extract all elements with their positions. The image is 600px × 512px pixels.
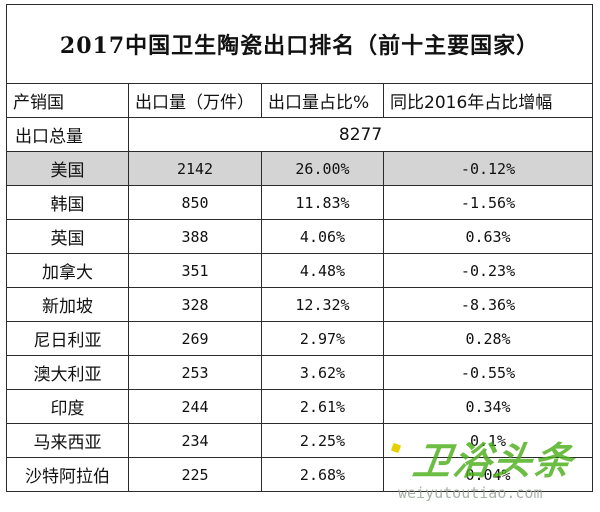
header-share: 出口量占比% <box>261 83 384 118</box>
header-change: 同比2016年占比增幅 <box>382 83 594 118</box>
cell-country: 加拿大 <box>6 253 129 288</box>
cell-change: 0.04% <box>382 457 594 492</box>
table-body: 2017中国卫生陶瓷出口排名（前十主要国家） 产销国 出口量（万件） 出口量占比… <box>5 4 594 492</box>
cell-change: -1.56% <box>382 185 594 220</box>
cell-volume: 2142 <box>128 151 262 186</box>
cell-volume: 253 <box>128 355 262 390</box>
table-row: 尼日利亚 269 2.97% 0.28% <box>6 321 594 356</box>
table-row: 印度 244 2.61% 0.34% <box>6 389 594 424</box>
header-row: 产销国 出口量（万件） 出口量占比% 同比2016年占比增幅 <box>6 83 594 118</box>
export-ranking-table: 2017中国卫生陶瓷出口排名（前十主要国家） 产销国 出口量（万件） 出口量占比… <box>5 4 594 492</box>
cell-share: 2.61% <box>261 389 384 424</box>
cell-change: -0.12% <box>382 151 594 186</box>
cell-country: 英国 <box>6 219 129 254</box>
cell-change: 0.28% <box>382 321 594 356</box>
cell-change: 0.1% <box>382 423 594 458</box>
cell-country: 美国 <box>6 151 129 186</box>
cell-share: 11.83% <box>261 185 384 220</box>
total-row: 出口总量 8277 <box>6 117 594 152</box>
cell-change: -0.23% <box>382 253 594 288</box>
title-row: 2017中国卫生陶瓷出口排名（前十主要国家） <box>5 4 594 84</box>
cell-volume: 850 <box>128 185 262 220</box>
cell-share: 2.97% <box>261 321 384 356</box>
cell-share: 26.00% <box>261 151 384 186</box>
cell-share: 2.25% <box>261 423 384 458</box>
cell-country: 印度 <box>6 389 129 424</box>
cell-share: 3.62% <box>261 355 384 390</box>
table-row: 马来西亚 234 2.25% 0.1% <box>6 423 594 458</box>
cell-country: 新加坡 <box>6 287 129 322</box>
table-row: 英国 388 4.06% 0.63% <box>6 219 594 254</box>
cell-country: 马来西亚 <box>6 423 129 458</box>
table-title: 2017中国卫生陶瓷出口排名（前十主要国家） <box>5 4 594 84</box>
table-row: 美国 2142 26.00% -0.12% <box>6 151 594 186</box>
table-row: 澳大利亚 253 3.62% -0.55% <box>6 355 594 390</box>
cell-share: 4.06% <box>261 219 384 254</box>
cell-volume: 225 <box>128 457 262 492</box>
cell-country: 澳大利亚 <box>6 355 129 390</box>
cell-country: 沙特阿拉伯 <box>6 457 129 492</box>
table-row: 沙特阿拉伯 225 2.68% 0.04% <box>6 457 594 492</box>
cell-country: 韩国 <box>6 185 129 220</box>
cell-change: -8.36% <box>382 287 594 322</box>
cell-volume: 328 <box>128 287 262 322</box>
cell-volume: 244 <box>128 389 262 424</box>
cell-change: -0.55% <box>382 355 594 390</box>
cell-share: 12.32% <box>261 287 384 322</box>
header-volume: 出口量（万件） <box>128 83 262 118</box>
cell-change: 0.34% <box>382 389 594 424</box>
cell-country: 尼日利亚 <box>6 321 129 356</box>
cell-volume: 351 <box>128 253 262 288</box>
table-row: 加拿大 351 4.48% -0.23% <box>6 253 594 288</box>
header-country: 产销国 <box>6 83 129 118</box>
table-row: 新加坡 328 12.32% -8.36% <box>6 287 594 322</box>
cell-share: 2.68% <box>261 457 384 492</box>
total-label: 出口总量 <box>6 117 129 152</box>
cell-share: 4.48% <box>261 253 384 288</box>
cell-volume: 234 <box>128 423 262 458</box>
cell-volume: 269 <box>128 321 262 356</box>
cell-volume: 388 <box>128 219 262 254</box>
cell-change: 0.63% <box>382 219 594 254</box>
table-row: 韩国 850 11.83% -1.56% <box>6 185 594 220</box>
total-value: 8277 <box>127 117 594 152</box>
